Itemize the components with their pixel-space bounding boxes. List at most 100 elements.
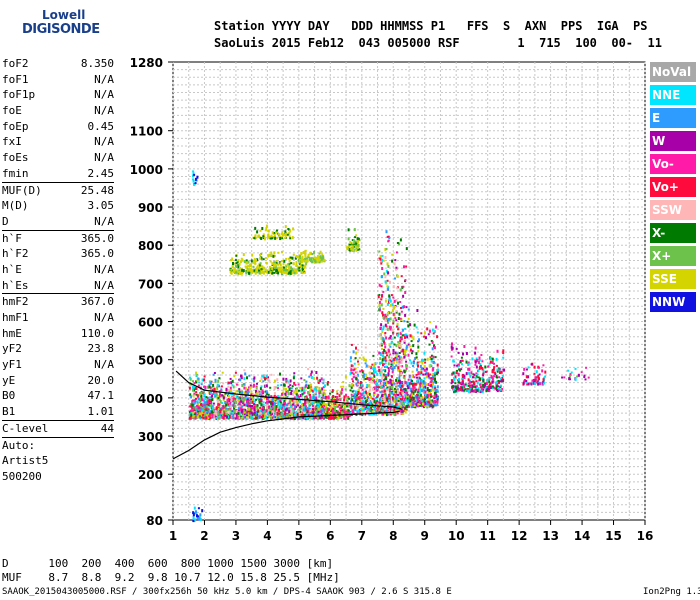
echo-point [317,395,320,398]
echo-point [360,399,363,401]
echo-point [316,260,319,264]
echo-point [212,383,215,387]
echo-point [497,389,500,392]
echo-point [373,379,376,383]
echo-point [292,403,294,406]
echo-point [404,406,407,410]
echo-point [534,380,537,384]
echo-point [269,271,272,274]
echo-point [488,380,491,384]
echo-point [191,400,194,403]
echo-point [417,405,420,408]
echo-point [312,393,315,397]
echo-point [305,396,308,399]
echo-point [402,406,404,410]
echo-point [355,377,358,381]
echo-point [228,381,230,384]
echo-point [281,231,284,235]
echo-point [335,409,338,412]
echo-point [451,372,454,376]
echo-point [345,408,348,411]
echo-point [453,376,456,380]
echo-point [384,313,387,317]
echo-point [245,271,248,275]
echo-point [456,364,459,367]
echo-point [418,391,421,395]
echo-point [245,399,248,403]
echo-point [204,385,207,389]
param-name: h`F [2,231,22,245]
echo-point [229,386,232,390]
echo-point [356,384,359,387]
echo-point [259,415,262,419]
echo-point [482,372,485,375]
echo-point [525,368,528,371]
echo-point [458,377,460,381]
echo-point [314,413,317,417]
echo-point [253,259,256,263]
echo-point [212,413,215,416]
echo-point [342,381,345,383]
echo-point [321,412,323,415]
echo-point [365,374,368,378]
echo-point [295,261,298,264]
echo-point [290,391,293,395]
echo-point [268,265,271,269]
echo-point [261,375,264,378]
echo-point [388,296,391,300]
param-value: 23.8 [87,342,115,356]
echo-point [345,405,348,408]
echo-point [241,405,244,408]
echo-point [488,390,491,393]
echo-point [370,366,372,370]
echo-point [404,401,407,403]
echo-point [311,396,314,400]
echo-point [433,361,435,364]
echo-point [349,241,352,244]
echo-point [297,383,300,386]
echo-point [415,388,417,391]
echo-point [378,368,381,372]
echo-point [382,369,385,371]
echo-point [360,400,363,403]
echo-point [380,285,383,288]
echo-point [258,268,260,272]
echo-point [412,401,415,405]
echo-point [382,412,384,416]
echo-point [230,400,233,403]
echo-point [251,400,254,404]
echo-point [383,410,386,414]
echo-point [384,359,387,362]
echo-point [310,407,313,411]
echo-point [407,381,409,385]
echo-point [328,408,330,411]
echo-point [307,402,310,405]
echo-point [402,376,405,379]
echo-point [398,242,401,246]
echo-point [273,233,276,236]
echo-point [326,382,329,386]
echo-point [192,172,195,175]
echo-point [225,407,228,411]
echo-point [252,265,255,268]
echo-point [204,398,207,401]
param-value: N/A [94,104,114,118]
echo-point [420,401,423,404]
echo-point [386,235,389,238]
echo-point [289,412,292,416]
echo-point [395,378,398,382]
echo-point [381,275,383,278]
echo-point [563,376,566,379]
param-name: h`Es [2,278,29,292]
echo-point [230,411,233,414]
echo-point [482,378,485,382]
echo-point [478,359,481,362]
echo-point [208,405,211,408]
echo-point [321,391,324,394]
echo-point [291,385,294,388]
echo-point [348,397,351,400]
echo-point [334,395,337,398]
echo-point [308,409,310,413]
echo-point [404,335,406,339]
echo-point [246,376,248,380]
